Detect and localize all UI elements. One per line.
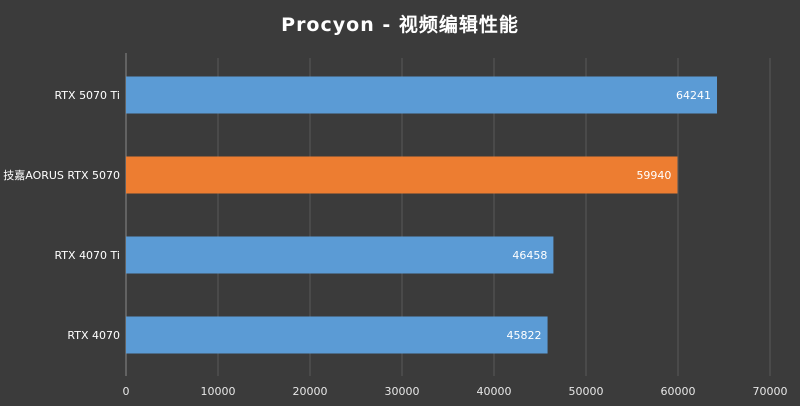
- bar: [126, 236, 554, 274]
- chart-title: Procyon - 视频编辑性能: [281, 14, 519, 36]
- bar: [126, 156, 678, 194]
- data-label: 64241: [676, 89, 711, 102]
- x-tick-label: 40000: [477, 385, 512, 398]
- category-label: 技嘉AORUS RTX 5070: [3, 168, 120, 182]
- x-tick-label: 60000: [661, 385, 696, 398]
- data-label: 45822: [507, 329, 542, 342]
- bar: [126, 316, 548, 354]
- category-label: RTX 4070: [67, 329, 120, 342]
- x-tick-label: 20000: [293, 385, 328, 398]
- data-label: 46458: [512, 249, 547, 262]
- x-tick-label: 30000: [385, 385, 420, 398]
- x-tick-label: 70000: [753, 385, 788, 398]
- x-tick-label: 50000: [569, 385, 604, 398]
- x-tick-label: 0: [123, 385, 130, 398]
- bar: [126, 76, 718, 114]
- data-label: 59940: [636, 169, 671, 182]
- x-tick-label: 10000: [201, 385, 236, 398]
- category-label: RTX 5070 Ti: [54, 89, 120, 102]
- category-label: RTX 4070 Ti: [54, 249, 120, 262]
